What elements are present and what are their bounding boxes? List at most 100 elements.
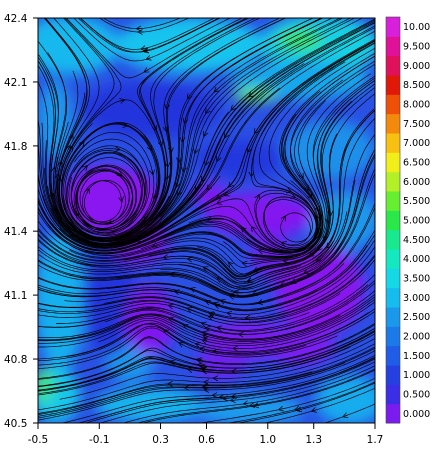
streamline <box>140 52 375 257</box>
streamline-arrow <box>255 270 258 271</box>
streamline-arrow <box>318 259 320 261</box>
colorbar-segment <box>386 171 400 192</box>
streamline-arrow <box>256 130 258 133</box>
streamline-arrow <box>207 110 209 113</box>
streamline-arrow <box>249 148 250 151</box>
colorbar-label: 3.000 <box>403 293 430 304</box>
streamline-arrow <box>306 271 309 272</box>
streamline <box>38 22 375 248</box>
colorbar-segment <box>386 268 400 289</box>
streamline <box>45 18 322 244</box>
streamline <box>38 73 371 256</box>
streamline <box>107 202 375 306</box>
streamline <box>38 206 375 305</box>
streamline-arrow <box>287 190 290 191</box>
colorbar-frame <box>385 16 401 424</box>
y-tick-label: 40.5 <box>4 418 27 430</box>
streamline <box>84 48 375 254</box>
streamline-arrow <box>306 186 308 188</box>
streamline-arrow <box>231 296 234 297</box>
streamline <box>38 290 375 340</box>
streamline-arrow <box>154 245 157 246</box>
streamline-arrow <box>204 333 207 334</box>
streamline-arrow <box>230 263 232 265</box>
streamline-arrow <box>218 197 221 198</box>
colorbar-segment <box>386 75 400 95</box>
streamline <box>236 382 375 423</box>
streamline <box>102 18 182 29</box>
streamline-arrow <box>245 403 248 404</box>
streamline <box>163 55 375 258</box>
colorbar-label: 8.000 <box>403 100 430 111</box>
streamline-arrow <box>291 196 294 197</box>
colorbar-label: 2.500 <box>403 312 430 323</box>
streamline-arrow <box>219 328 222 329</box>
streamline-arrow <box>154 194 155 197</box>
streamline-arrow <box>236 292 239 293</box>
streamline-arrow <box>316 235 317 238</box>
colorbar-label: 7.000 <box>403 138 430 149</box>
colorbar-label: 1.500 <box>403 351 430 362</box>
streamline <box>38 282 375 335</box>
streamline-arrow <box>215 303 218 304</box>
y-axis: 40.5 40.8 41.1 41.4 41.8 42.1 42.4 <box>4 13 38 430</box>
streamline-arrow <box>244 263 247 264</box>
x-tick-label: 0.6 <box>198 434 215 446</box>
streamline-arrow <box>229 313 232 314</box>
streamline-arrow <box>250 94 252 96</box>
streamline-arrow <box>185 326 188 327</box>
streamline-arrow <box>230 184 232 186</box>
colorbar-label: 6.500 <box>403 158 430 169</box>
streamline <box>38 263 345 306</box>
x-tick-label: -0.5 <box>28 434 49 446</box>
streamline-arrow <box>253 228 255 230</box>
streamline-arrow <box>215 351 218 352</box>
streamline-arrow <box>143 48 146 49</box>
streamline-arrow <box>184 167 185 170</box>
streamline-arrow <box>190 370 193 371</box>
streamline-arrow <box>317 207 318 210</box>
streamline <box>38 254 375 320</box>
streamline-arrow <box>110 221 113 222</box>
y-tick-label: 40.8 <box>4 354 27 366</box>
streamline-arrow <box>118 173 121 175</box>
x-axis: -0.5 -0.1 0.3 0.6 1.0 1.3 1.7 <box>28 423 384 446</box>
y-tick-label: 41.1 <box>4 290 27 302</box>
colorbar-label: 5.500 <box>403 196 430 207</box>
y-tick-label: 41.4 <box>4 226 28 238</box>
streamline-arrow <box>311 254 313 256</box>
colorbar-label: 4.000 <box>403 254 430 265</box>
streamline-arrow <box>243 229 245 231</box>
streamline-arrow <box>260 302 263 303</box>
colorbar-label: 10.00 <box>403 22 430 33</box>
streamline-arrow <box>216 89 218 91</box>
streamline-arrow <box>301 174 303 177</box>
streamline-arrow <box>185 119 186 122</box>
streamline-arrow <box>196 186 198 189</box>
streamline <box>38 333 375 394</box>
streamline-arrow <box>283 217 285 220</box>
x-tick-label: 1.7 <box>367 434 384 446</box>
streamline-arrow <box>181 344 184 345</box>
streamline-arrow <box>282 284 285 285</box>
colorbar-segment <box>386 249 400 269</box>
colorbar-segment <box>386 384 400 405</box>
streamline-arrow <box>207 302 210 303</box>
colorbar-segment <box>386 152 400 173</box>
x-tick-label: 1.0 <box>259 434 276 446</box>
streamline-arrow <box>154 126 155 129</box>
streamline <box>127 18 286 237</box>
colorbar-label: 4.500 <box>403 235 430 246</box>
streamline-arrow <box>256 405 259 406</box>
streamlines <box>38 18 375 423</box>
streamline <box>127 40 375 248</box>
streamline-arrow <box>218 202 221 203</box>
streamline <box>38 314 341 342</box>
x-tick-label: 1.3 <box>305 434 322 446</box>
streamline-arrow <box>195 149 196 152</box>
colorbar-label: 7.500 <box>403 119 430 130</box>
streamline <box>38 322 375 379</box>
streamline-arrow <box>149 146 151 149</box>
colorbar-segment <box>386 307 400 327</box>
streamline-arrow <box>283 243 286 244</box>
